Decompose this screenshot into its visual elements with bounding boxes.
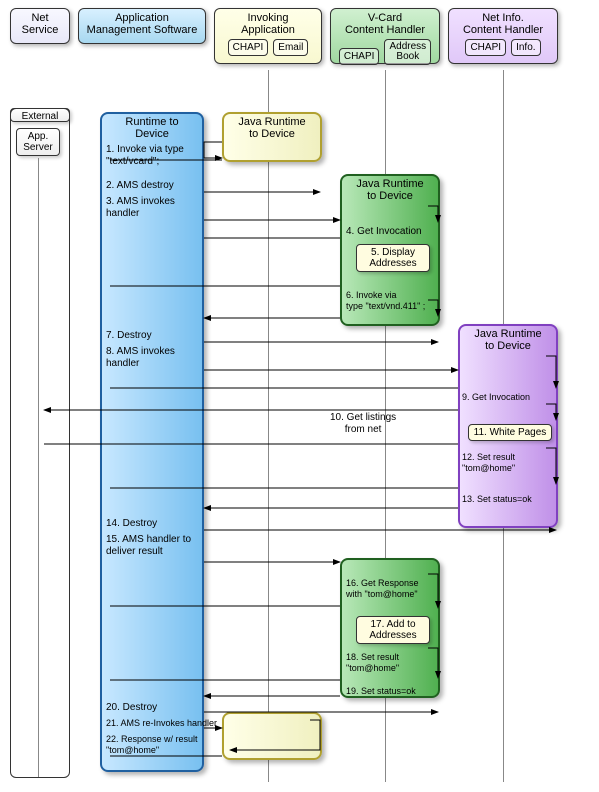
lane-title: Invoking Application xyxy=(217,12,319,36)
act-title: Java Runtime to Device xyxy=(224,114,320,142)
act-title: Java Runtime to Device xyxy=(460,326,556,354)
lane-app-mgmt: Application Management Software xyxy=(78,8,206,44)
sub-chapi: CHAPI xyxy=(465,39,506,56)
external-frame xyxy=(10,108,70,778)
act-title: Runtime to Device xyxy=(102,114,202,142)
display-addresses-box: 5. Display Addresses xyxy=(356,244,430,272)
lane-title: Net Info. Content Handler xyxy=(451,12,555,36)
label-8: 8. AMS invokes handler xyxy=(106,346,175,370)
lane-vcard: V-Card Content Handler CHAPI Address Boo… xyxy=(330,8,440,64)
sub-chapi: CHAPI xyxy=(339,48,380,65)
lane-title: V-Card Content Handler xyxy=(333,12,437,36)
lane-netinfo: Net Info. Content Handler CHAPI Info. xyxy=(448,8,558,64)
label-18: 18. Set result "tom@home" xyxy=(346,652,399,674)
label-7: 7. Destroy xyxy=(106,330,152,342)
label-12: 12. Set result "tom@home" xyxy=(462,452,515,474)
label-3: 3. AMS invokes handler xyxy=(106,196,175,220)
act-title: Java Runtime to Device xyxy=(342,176,438,204)
label-10: 10. Get listings from net xyxy=(330,412,396,436)
sub-info: Info. xyxy=(511,39,540,56)
lane-invoking: Invoking Application CHAPI Email xyxy=(214,8,322,64)
lifeline-invoking xyxy=(268,70,269,782)
label-1: 1. Invoke via type "text/vcard"; xyxy=(106,144,184,168)
label-9: 9. Get Invocation xyxy=(462,392,530,403)
label-16: 16. Get Response with "tom@home" xyxy=(346,578,419,600)
sub-chapi: CHAPI xyxy=(228,39,269,56)
label-4: 4. Get Invocation xyxy=(346,226,422,238)
label-21: 21. AMS re-Invokes handler xyxy=(106,718,217,729)
inner-text: 17. Add to Addresses xyxy=(369,619,416,641)
label-14: 14. Destroy xyxy=(106,518,157,530)
label-13: 13. Set status=ok xyxy=(462,494,532,505)
label-22: 22. Response w/ result "tom@home" xyxy=(106,734,198,756)
yellow-activation-2 xyxy=(222,712,322,760)
sub-email: Email xyxy=(273,39,308,56)
lane-net-service: Net Service xyxy=(10,8,70,44)
lane-title: Net Service xyxy=(22,12,59,36)
label-15: 15. AMS handler to deliver result xyxy=(106,534,191,558)
label-19: 19. Set status=ok xyxy=(346,686,416,697)
label-20: 20. Destroy xyxy=(106,702,157,714)
label-2: 2. AMS destroy xyxy=(106,180,174,192)
inner-text: 5. Display Addresses xyxy=(369,247,416,269)
sub-addrbook: Address Book xyxy=(384,39,431,65)
inner-text: 11. White Pages xyxy=(474,427,547,438)
label-6: 6. Invoke via type "text/vnd.411" ; xyxy=(346,290,425,312)
white-pages-box: 11. White Pages xyxy=(468,424,552,441)
add-addresses-box: 17. Add to Addresses xyxy=(356,616,430,644)
lane-title: Application Management Software xyxy=(87,12,198,36)
yellow-activation-1: Java Runtime to Device xyxy=(222,112,322,162)
